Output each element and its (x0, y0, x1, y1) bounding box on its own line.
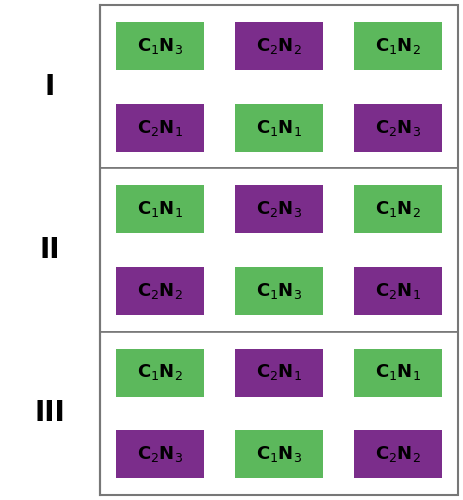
Bar (354, 267, 442, 315)
Text: C$_2$N$_3$: C$_2$N$_3$ (375, 118, 421, 138)
Bar (100, 5, 458, 495)
Text: C$_1$N$_1$: C$_1$N$_1$ (137, 199, 183, 219)
Bar (100, 332, 458, 495)
Text: C$_2$N$_1$: C$_2$N$_1$ (256, 362, 302, 382)
Bar (116, 430, 204, 478)
Bar (354, 430, 442, 478)
Bar (235, 22, 323, 70)
Bar (100, 168, 458, 332)
Bar (116, 267, 204, 315)
Text: C$_1$N$_3$: C$_1$N$_3$ (137, 36, 183, 56)
Bar (235, 267, 323, 315)
Bar (235, 348, 323, 397)
Bar (354, 104, 442, 152)
Bar (354, 348, 442, 397)
Bar (235, 104, 323, 152)
Bar (116, 185, 204, 233)
Text: III: III (35, 400, 65, 427)
Text: C$_2$N$_3$: C$_2$N$_3$ (137, 444, 183, 464)
Bar (100, 5, 458, 168)
Text: C$_1$N$_3$: C$_1$N$_3$ (256, 444, 302, 464)
Bar (235, 185, 323, 233)
Text: C$_2$N$_2$: C$_2$N$_2$ (137, 281, 182, 301)
Text: I: I (45, 72, 55, 101)
Text: C$_1$N$_1$: C$_1$N$_1$ (256, 118, 302, 138)
Text: C$_2$N$_1$: C$_2$N$_1$ (375, 281, 421, 301)
Text: C$_2$N$_2$: C$_2$N$_2$ (256, 36, 302, 56)
Text: C$_1$N$_2$: C$_1$N$_2$ (137, 362, 182, 382)
Text: C$_1$N$_2$: C$_1$N$_2$ (375, 199, 421, 219)
Bar (354, 22, 442, 70)
Text: C$_1$N$_3$: C$_1$N$_3$ (256, 281, 302, 301)
Bar (235, 430, 323, 478)
Text: C$_2$N$_1$: C$_2$N$_1$ (137, 118, 183, 138)
Bar (116, 22, 204, 70)
Text: II: II (40, 236, 60, 264)
Bar (116, 348, 204, 397)
Bar (116, 104, 204, 152)
Text: C$_2$N$_2$: C$_2$N$_2$ (375, 444, 421, 464)
Text: C$_1$N$_1$: C$_1$N$_1$ (375, 362, 421, 382)
Text: C$_2$N$_3$: C$_2$N$_3$ (256, 199, 302, 219)
Bar (354, 185, 442, 233)
Text: C$_1$N$_2$: C$_1$N$_2$ (375, 36, 421, 56)
